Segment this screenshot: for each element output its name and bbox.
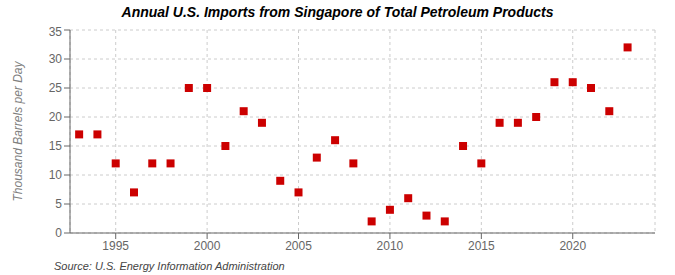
svg-text:Thousand Barrels per Day: Thousand Barrels per Day — [11, 60, 25, 201]
svg-text:5: 5 — [55, 197, 62, 211]
svg-text:2015: 2015 — [468, 239, 495, 253]
svg-text:1995: 1995 — [102, 239, 129, 253]
svg-text:25: 25 — [49, 81, 63, 95]
svg-text:10: 10 — [49, 168, 63, 182]
svg-text:0: 0 — [55, 226, 62, 240]
svg-text:30: 30 — [49, 52, 63, 66]
svg-text:2010: 2010 — [377, 239, 404, 253]
svg-text:20: 20 — [49, 110, 63, 124]
svg-text:35: 35 — [49, 25, 63, 39]
svg-text:2000: 2000 — [194, 239, 221, 253]
html-text:Annual U.S. Imports from Singa: Annual U.S. Imports from Singapore of To… — [121, 4, 554, 20]
svg-text:2005: 2005 — [285, 239, 312, 253]
html-text:Source: U.S. Energy Informatio: Source: U.S. Energy Information Administ… — [54, 260, 285, 272]
svg-text:2020: 2020 — [559, 239, 586, 253]
svg-text:15: 15 — [49, 139, 63, 153]
